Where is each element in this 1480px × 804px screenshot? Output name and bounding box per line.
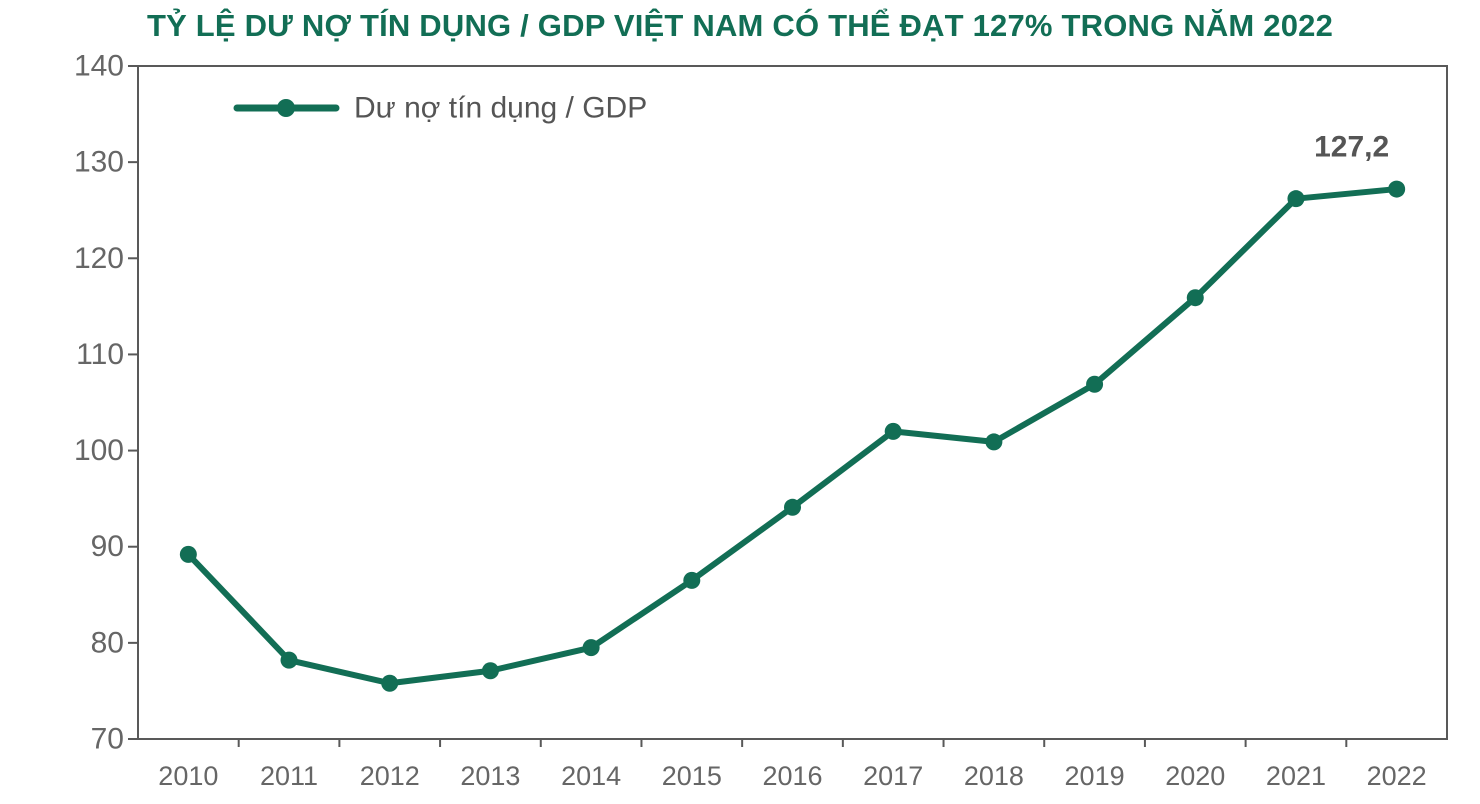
y-tick-label: 70 — [91, 723, 124, 756]
plot-area-frame — [137, 65, 1448, 740]
x-tick-label: 2021 — [1266, 761, 1326, 791]
data-point-2011 — [280, 651, 298, 669]
data-point-2017 — [884, 422, 902, 440]
data-point-2019 — [1086, 375, 1104, 393]
x-tick-label: 2013 — [460, 761, 520, 791]
data-point-2018 — [985, 433, 1003, 451]
series-layer — [179, 180, 1406, 692]
data-point-2010 — [179, 545, 197, 563]
y-axis: 70 80 90 100 110 120 130 140 — [74, 50, 138, 756]
legend: Dư nợ tín dụng / GDP — [233, 92, 647, 125]
x-tick-label: 2015 — [662, 761, 722, 791]
series-line — [185, 186, 1400, 687]
y-tick-label: 110 — [76, 338, 124, 371]
x-tick-label: 2011 — [260, 761, 318, 791]
x-tick-label: 2018 — [964, 761, 1024, 791]
x-tick-label: 2012 — [360, 761, 420, 791]
x-tick-label: 2019 — [1065, 761, 1125, 791]
x-tick-label: 2016 — [762, 761, 822, 791]
x-tick-label: 2017 — [863, 761, 923, 791]
y-tick-label: 130 — [74, 146, 124, 179]
data-label-2022: 127,2 — [1314, 131, 1389, 164]
x-axis: 2010 2011 2012 2013 2014 2015 2016 2017 2018 2019… — [158, 739, 1427, 791]
y-tick-label: 100 — [74, 434, 124, 467]
data-point-2022 — [1388, 180, 1406, 198]
y-tick-label: 90 — [91, 530, 124, 563]
data-point-2013 — [481, 662, 499, 680]
data-point-2014 — [582, 639, 600, 657]
y-tick-label: 140 — [74, 50, 124, 83]
y-tick-label: 80 — [91, 626, 124, 659]
y-tick-label: 120 — [74, 242, 124, 275]
data-point-2015 — [683, 571, 701, 589]
x-tick-label: 2010 — [158, 761, 218, 791]
x-tick-label: 2014 — [561, 761, 621, 791]
data-point-2012 — [381, 674, 399, 692]
chart-title: TỶ LỆ DƯ NỢ TÍN DỤNG / GDP VIỆT NAM CÓ T… — [146, 8, 1334, 43]
legend-marker-swatch — [277, 99, 295, 117]
annotation-layer: 127,2 — [1314, 131, 1389, 164]
data-point-2020 — [1186, 289, 1204, 307]
data-point-2021 — [1287, 190, 1305, 208]
legend-label: Dư nợ tín dụng / GDP — [354, 92, 647, 125]
data-point-2016 — [784, 498, 801, 516]
x-tick-label: 2020 — [1165, 761, 1225, 791]
x-tick-label: 2022 — [1367, 761, 1427, 791]
